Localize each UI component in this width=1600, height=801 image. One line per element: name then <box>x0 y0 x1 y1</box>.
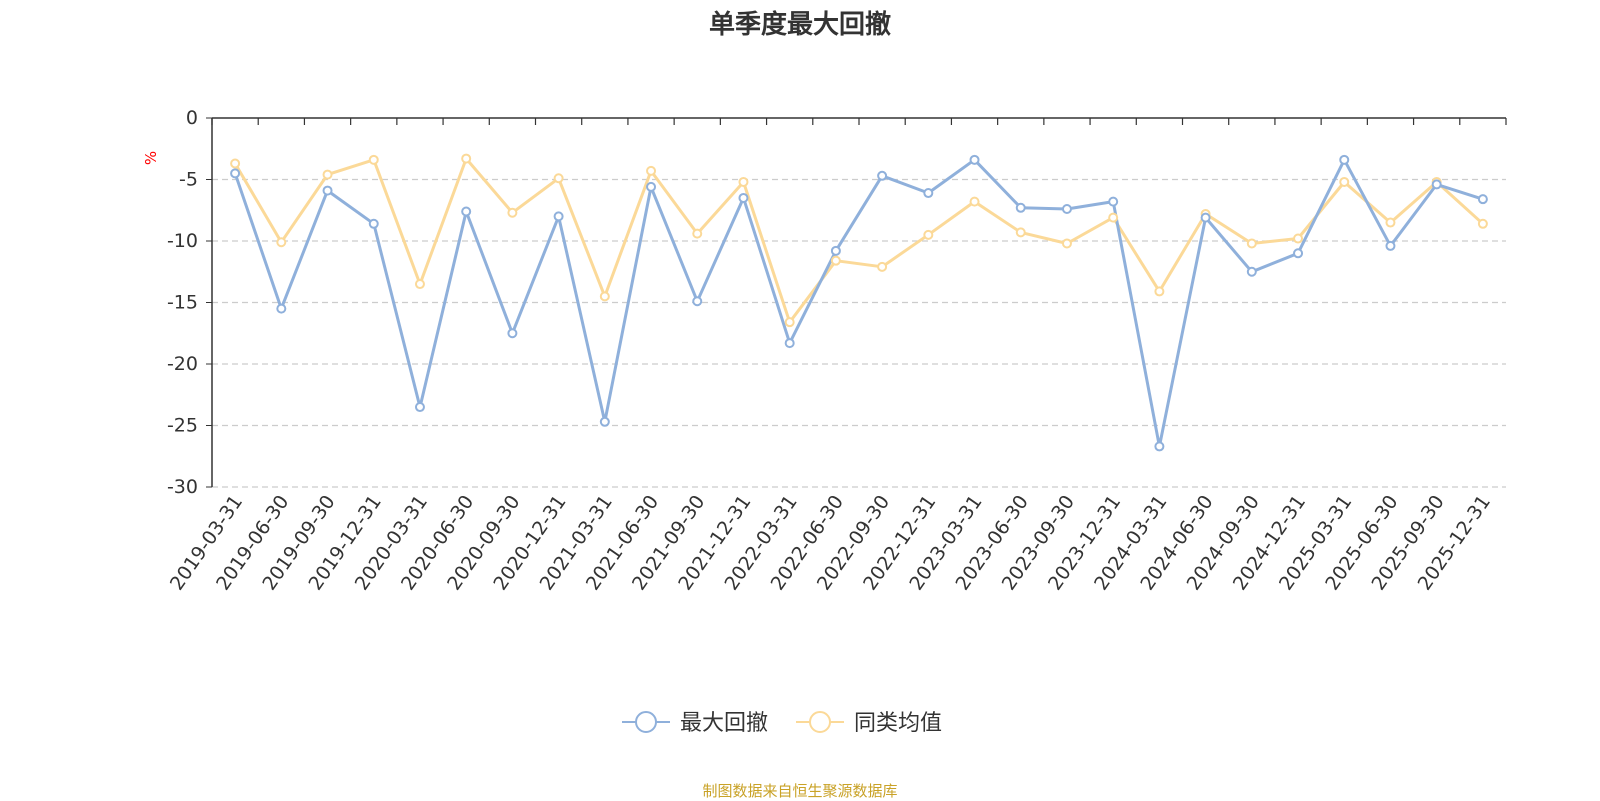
data-point <box>1431 179 1442 190</box>
data-point <box>599 291 610 302</box>
y-tick-label: -25 <box>167 415 198 437</box>
y-tick-label: -10 <box>167 230 198 252</box>
data-point <box>1339 176 1350 187</box>
data-point <box>692 296 703 307</box>
legend-marker <box>635 711 657 733</box>
data-point <box>1154 441 1165 452</box>
data-point <box>230 168 241 179</box>
data-point <box>322 185 333 196</box>
data-point <box>784 317 795 328</box>
data-point <box>1061 204 1072 215</box>
data-point <box>877 261 888 272</box>
data-point <box>830 245 841 256</box>
data-point <box>692 228 703 239</box>
data-point <box>1385 217 1396 228</box>
series-line <box>233 157 1484 324</box>
data-point <box>507 207 518 218</box>
source-note: 制图数据来自恒生聚源数据库 <box>702 782 898 800</box>
data-point <box>599 416 610 427</box>
legend-label: 最大回撤 <box>680 711 768 736</box>
data-point <box>1293 233 1304 244</box>
data-point <box>507 328 518 339</box>
data-point <box>461 153 472 164</box>
data-point <box>646 181 657 192</box>
data-point <box>553 173 564 184</box>
data-point <box>1200 212 1211 223</box>
data-point <box>969 154 980 165</box>
data-point <box>368 218 379 229</box>
data-point <box>1108 196 1119 207</box>
y-tick-label: 0 <box>186 107 198 129</box>
y-axis-unit-label: % <box>142 151 160 165</box>
data-point <box>1293 248 1304 259</box>
legend-label: 同类均值 <box>854 711 942 736</box>
data-point <box>923 229 934 240</box>
data-point <box>322 169 333 180</box>
data-point <box>1477 194 1488 205</box>
data-point <box>414 279 425 290</box>
chart-title: 单季度最大回撤 <box>708 10 891 40</box>
y-tick-label: -20 <box>167 353 198 375</box>
data-point <box>830 255 841 266</box>
data-point <box>1015 202 1026 213</box>
data-point <box>1246 238 1257 249</box>
data-point <box>923 188 934 199</box>
data-point <box>230 158 241 169</box>
series-line <box>233 158 1484 448</box>
data-point <box>784 338 795 349</box>
data-point <box>738 192 749 203</box>
data-point <box>414 402 425 413</box>
data-point <box>969 196 980 207</box>
data-point <box>1154 286 1165 297</box>
y-tick-label: -15 <box>167 292 198 314</box>
y-tick-label: -5 <box>179 169 198 191</box>
y-tick-label: -30 <box>167 476 198 498</box>
data-point <box>1339 154 1350 165</box>
data-point <box>1108 212 1119 223</box>
data-point <box>276 237 287 248</box>
data-point <box>553 211 564 222</box>
legend-marker <box>809 711 831 733</box>
data-point <box>738 176 749 187</box>
data-point <box>1477 218 1488 229</box>
data-point <box>1246 266 1257 277</box>
data-point <box>368 154 379 165</box>
data-point <box>877 170 888 181</box>
data-point <box>276 303 287 314</box>
data-point <box>1061 238 1072 249</box>
data-point <box>1385 240 1396 251</box>
data-point <box>1015 227 1026 238</box>
data-point <box>646 165 657 176</box>
data-point <box>461 206 472 217</box>
